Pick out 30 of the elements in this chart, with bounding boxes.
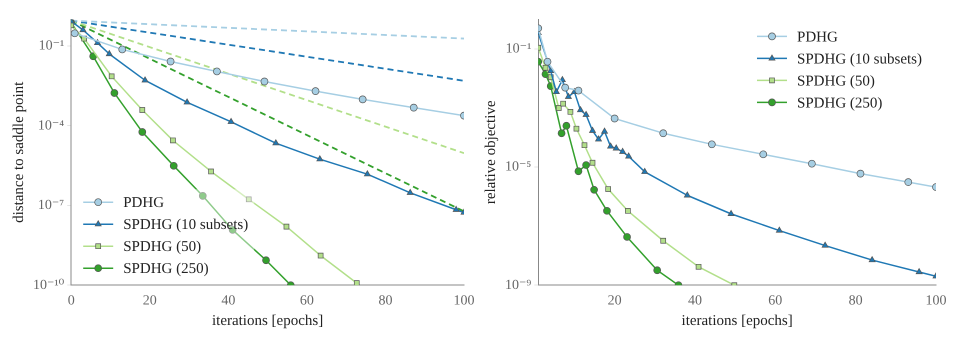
x-axis-title: iterations [epochs] <box>212 312 324 329</box>
x-tick-label: 20 <box>142 293 157 308</box>
y-axis-title: distance to saddle point <box>10 80 27 223</box>
x-tick-label: 100 <box>454 293 474 308</box>
legend-label: PDHG <box>123 195 164 212</box>
x-tick-label: 20 <box>608 293 622 308</box>
y-tick-label: 10⁻¹ <box>38 38 64 54</box>
x-tick-label: 60 <box>300 293 314 308</box>
y-tick-label: 10⁻⁴ <box>38 118 64 134</box>
x-tick-label: 80 <box>848 293 863 308</box>
x-axis-title: iterations [epochs] <box>682 312 793 329</box>
x-tick-label: 100 <box>926 293 946 308</box>
x-tick-label: 80 <box>378 293 392 308</box>
x-tick-label: 60 <box>768 293 782 308</box>
legend-label: SPDHG (10 subsets) <box>123 217 248 234</box>
y-axis-title: relative objective <box>482 100 499 204</box>
legend-label: SPDHG (10 subsets) <box>796 51 922 68</box>
y-tick-label: 10⁻⁷ <box>38 198 64 214</box>
legend-label: SPDHG (250) <box>796 95 882 112</box>
y-tick-label: 10⁻¹ <box>506 42 532 57</box>
x-tick-label: 0 <box>68 293 75 308</box>
x-tick-label: 40 <box>688 293 702 308</box>
y-tick-label: 10⁻¹⁰ <box>32 278 65 293</box>
y-tick-label: 10⁻⁹ <box>504 278 532 293</box>
legend-label: SPDHG (250) <box>123 261 209 278</box>
x-tick-label: 40 <box>221 293 236 308</box>
legend-label: SPDHG (50) <box>123 239 202 256</box>
legend-label: PDHG <box>796 29 838 46</box>
legend-label: SPDHG (50) <box>796 73 875 90</box>
y-tick-label: 10⁻⁵ <box>504 160 532 175</box>
